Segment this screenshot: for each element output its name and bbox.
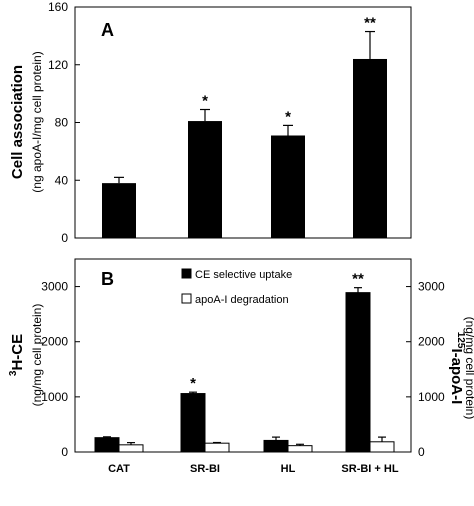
panel-b-ylabel-left-text: H-CE <box>9 334 26 371</box>
panel-b-ytick-label-left: 1000 <box>41 390 68 404</box>
panel-a-bar <box>188 121 222 238</box>
panel-b-xtick-label: SR-BI + HL <box>341 463 398 475</box>
panel-a-bar <box>353 58 387 238</box>
panel-b-x-axis: CAT SR-BI HL SR-BI + HL <box>108 463 399 475</box>
legend-swatch-apoa <box>181 293 192 304</box>
panel-b-bar <box>180 393 206 453</box>
panel-b-bar <box>287 445 313 453</box>
panel-b-xtick-label: CAT <box>108 463 130 475</box>
panel-b-chart: B 3H-CE (ng/mg cell protein) 125I-apoA-I… <box>8 258 474 475</box>
panel-b-bar <box>118 444 144 453</box>
panel-b-significance-label: ** <box>352 271 364 288</box>
panel-b-ytick-label-right: 0 <box>418 445 425 459</box>
panel-b-frame <box>74 258 412 453</box>
panel-a-significance-label: * <box>285 108 291 125</box>
panel-a-ytick-label: 0 <box>61 231 68 245</box>
panel-a-ytick-label: 40 <box>55 173 69 187</box>
panel-b-ytick-label-right: 3000 <box>418 280 445 294</box>
panel-a-ytick-label: 120 <box>48 58 68 72</box>
panel-a-ytick-label: 80 <box>55 116 69 130</box>
panel-a-ylabel-sub: (ng apoA-I/mg cell protein) <box>30 51 44 192</box>
panel-b-ylabel-left: 3H-CE <box>8 334 26 376</box>
panel-b-ytick-label-right: 2000 <box>418 335 445 349</box>
panel-b-ylabel-right-sub: (ng/mg cell protein) <box>463 317 474 420</box>
panel-b-ytick-label-right: 1000 <box>418 390 445 404</box>
panel-a-significance-label: * <box>202 93 208 110</box>
panel-b-label: B <box>101 269 114 289</box>
panel-a-y-axis: 0 40 80 120 160 <box>48 0 80 245</box>
panel-b-bar <box>369 441 395 453</box>
panel-b-ylabel-right-text: I-apoA-I <box>448 348 465 404</box>
panel-b-ylabel-left-sub: (ng/mg cell protein) <box>30 304 44 407</box>
panel-a-ylabel-main: Cell association <box>9 65 26 179</box>
panel-b-ylabel-left-sup: 3 <box>8 370 19 376</box>
panel-a-bar <box>102 183 136 238</box>
panel-b-ylabel-right: 125I-apoA-I <box>448 332 466 405</box>
panel-a-chart: A Cell association (ng apoA-I/mg cell pr… <box>9 0 412 245</box>
panel-a-bar <box>271 135 305 238</box>
panel-b-bar <box>204 442 230 453</box>
legend-label-ce: CE selective uptake <box>195 269 292 281</box>
panel-b-legend: CE selective uptake apoA-I degradation <box>181 268 292 306</box>
panel-b-ytick-label-left: 3000 <box>41 280 68 294</box>
legend-label-apoa: apoA-I degradation <box>195 294 289 306</box>
panel-b-ylabel-right-sup: 125 <box>455 332 466 349</box>
panel-b-ytick-label-left: 2000 <box>41 335 68 349</box>
panel-a-ytick-label: 160 <box>48 0 68 14</box>
panel-b-ytick-label-left: 0 <box>61 445 68 459</box>
panel-b-bar <box>94 437 120 453</box>
panel-b-bars: *** <box>94 271 395 453</box>
panel-b-xtick-label: SR-BI <box>190 463 220 475</box>
legend-swatch-ce <box>181 268 192 279</box>
panel-b-y-axis: 0 0 1000 1000 2000 2000 3000 3000 <box>41 280 445 459</box>
panel-a-significance-label: ** <box>364 15 376 32</box>
panel-a-label: A <box>101 20 114 40</box>
panel-b-xtick-label: HL <box>281 463 296 475</box>
panel-b-bar <box>345 292 371 453</box>
panel-a-bars: **** <box>102 15 387 238</box>
panel-b-bar <box>263 439 289 453</box>
panel-b-significance-label: * <box>190 375 196 392</box>
